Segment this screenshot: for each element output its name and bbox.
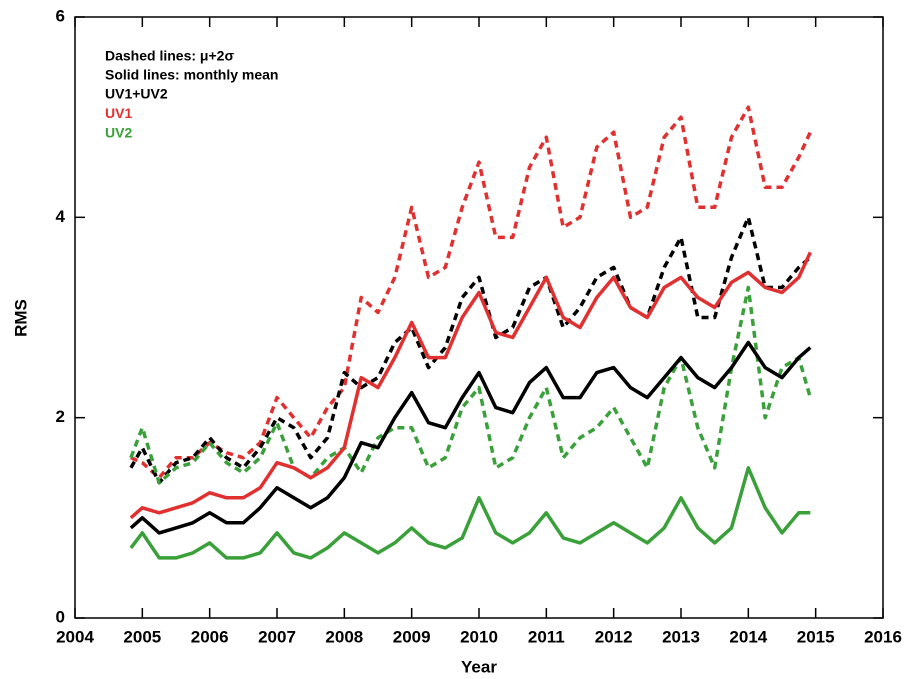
- dashed-line: [130, 105, 812, 480]
- x-tick-label: 2015: [797, 627, 835, 646]
- legend-entry: UV1: [105, 105, 132, 121]
- solid-line: [129, 251, 812, 520]
- x-tick-label: 2012: [595, 627, 633, 646]
- legend-entry: UV1+UV2: [105, 86, 168, 102]
- solid-line: [129, 466, 811, 560]
- x-tick-label: 2008: [325, 627, 363, 646]
- x-tick-label: 2010: [460, 627, 498, 646]
- annotation: Dashed lines: μ+2σ: [105, 48, 234, 64]
- x-axis-label: Year: [461, 657, 497, 676]
- y-axis-label: RMS: [11, 299, 30, 337]
- x-tick-label: 2016: [864, 627, 902, 646]
- x-tick-label: 2004: [56, 627, 94, 646]
- x-tick-label: 2007: [258, 627, 296, 646]
- plot-frame: [74, 16, 884, 619]
- y-tick-label: 0: [56, 607, 65, 626]
- solid-line: [129, 340, 812, 535]
- x-tick-label: 2006: [191, 627, 229, 646]
- x-tick-label: 2011: [528, 627, 565, 646]
- legend-entry: UV2: [105, 125, 132, 141]
- y-tick-label: 2: [56, 407, 65, 426]
- annotation: Solid lines: monthly mean: [105, 67, 278, 83]
- x-tick-label: 2005: [123, 627, 161, 646]
- x-tick-label: 2009: [393, 627, 431, 646]
- x-tick-label: 2013: [662, 627, 700, 646]
- dashed-line: [129, 285, 812, 485]
- x-tick-label: 2014: [729, 627, 767, 646]
- y-tick-label: 6: [56, 6, 65, 25]
- y-tick-label: 4: [56, 207, 66, 226]
- dashed-line: [129, 215, 812, 485]
- legend: Dashed lines: μ+2σ Solid lines: monthly …: [105, 48, 278, 141]
